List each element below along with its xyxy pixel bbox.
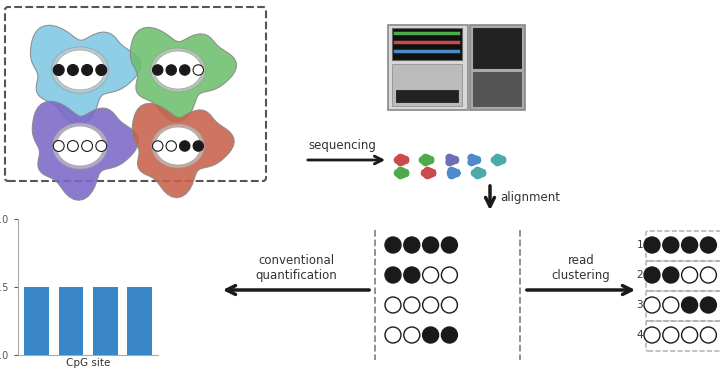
Circle shape: [423, 267, 438, 283]
Ellipse shape: [56, 126, 104, 166]
Ellipse shape: [154, 51, 202, 89]
Circle shape: [701, 267, 716, 283]
Circle shape: [404, 267, 420, 283]
FancyBboxPatch shape: [470, 25, 525, 110]
Circle shape: [385, 237, 401, 253]
Polygon shape: [30, 25, 141, 124]
Circle shape: [404, 237, 420, 253]
Circle shape: [96, 141, 107, 152]
Bar: [93, 287, 117, 355]
Circle shape: [81, 65, 93, 76]
FancyBboxPatch shape: [392, 28, 462, 60]
X-axis label: CpG site: CpG site: [66, 358, 110, 368]
Circle shape: [644, 267, 660, 283]
Circle shape: [644, 297, 660, 313]
Circle shape: [423, 327, 438, 343]
Circle shape: [153, 141, 163, 151]
Circle shape: [441, 297, 457, 313]
Circle shape: [682, 327, 698, 343]
Circle shape: [404, 327, 420, 343]
Text: 4: 4: [636, 330, 643, 340]
Ellipse shape: [51, 47, 109, 93]
Bar: [127, 287, 152, 355]
Circle shape: [53, 65, 64, 76]
Circle shape: [701, 237, 716, 253]
Circle shape: [663, 267, 679, 283]
Circle shape: [441, 267, 457, 283]
Circle shape: [682, 267, 698, 283]
Text: 2: 2: [636, 270, 643, 280]
Circle shape: [423, 237, 438, 253]
Circle shape: [179, 141, 190, 151]
Circle shape: [404, 297, 420, 313]
Circle shape: [96, 65, 107, 76]
Circle shape: [682, 297, 698, 313]
Circle shape: [423, 297, 438, 313]
Circle shape: [682, 237, 698, 253]
Circle shape: [68, 141, 78, 152]
FancyBboxPatch shape: [473, 28, 521, 68]
Ellipse shape: [156, 127, 201, 165]
Text: 1: 1: [636, 240, 643, 250]
Text: alignment: alignment: [500, 192, 560, 204]
Circle shape: [153, 65, 163, 75]
Bar: [24, 287, 49, 355]
Circle shape: [53, 141, 64, 152]
Text: conventional
quantification: conventional quantification: [255, 254, 337, 282]
Polygon shape: [132, 103, 234, 198]
Circle shape: [701, 327, 716, 343]
Text: sequencing: sequencing: [308, 139, 376, 152]
Circle shape: [663, 327, 679, 343]
Circle shape: [81, 141, 93, 152]
Circle shape: [644, 237, 660, 253]
Circle shape: [385, 327, 401, 343]
Bar: [59, 287, 84, 355]
Ellipse shape: [53, 123, 107, 169]
FancyBboxPatch shape: [473, 72, 521, 106]
FancyBboxPatch shape: [392, 64, 462, 106]
Circle shape: [663, 237, 679, 253]
Circle shape: [441, 237, 457, 253]
Circle shape: [385, 267, 401, 283]
Circle shape: [179, 65, 190, 75]
Polygon shape: [32, 101, 138, 200]
Circle shape: [166, 65, 176, 75]
Circle shape: [644, 327, 660, 343]
FancyBboxPatch shape: [396, 90, 458, 102]
Polygon shape: [130, 27, 237, 122]
Circle shape: [166, 141, 176, 151]
Text: read
clustering: read clustering: [552, 254, 611, 282]
Ellipse shape: [152, 124, 204, 168]
Circle shape: [663, 297, 679, 313]
Circle shape: [193, 141, 204, 151]
Ellipse shape: [150, 48, 205, 92]
Ellipse shape: [55, 50, 104, 90]
Circle shape: [68, 65, 78, 76]
Circle shape: [701, 297, 716, 313]
Circle shape: [193, 65, 204, 75]
Circle shape: [441, 327, 457, 343]
Text: 3: 3: [636, 300, 643, 310]
Circle shape: [385, 297, 401, 313]
FancyBboxPatch shape: [388, 25, 468, 110]
